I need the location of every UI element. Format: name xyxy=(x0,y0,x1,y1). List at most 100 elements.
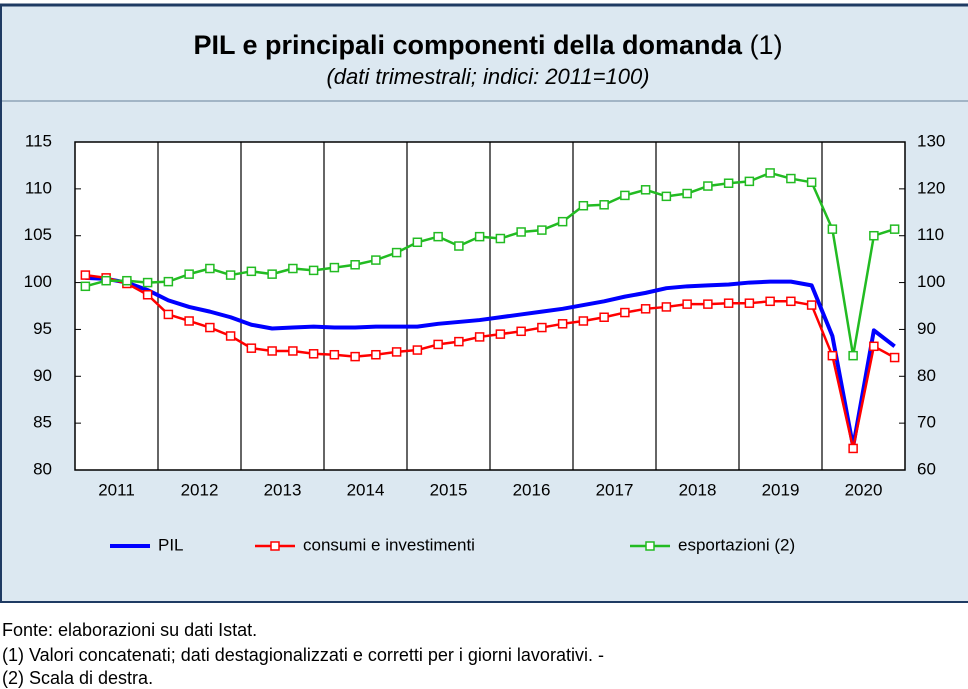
series-line xyxy=(85,275,896,449)
series-marker xyxy=(308,265,319,276)
series-marker xyxy=(661,191,672,202)
x-tick-label: 2019 xyxy=(762,480,800,499)
series-marker xyxy=(329,349,340,360)
y2-tick-label: 60 xyxy=(917,459,936,478)
y-tick-label: 100 xyxy=(24,272,52,291)
series-marker xyxy=(806,300,817,310)
legend-marker xyxy=(645,541,655,551)
series-marker xyxy=(412,345,423,355)
series-marker xyxy=(288,263,298,274)
y2-tick-label: 70 xyxy=(917,413,936,432)
x-tick-label: 2018 xyxy=(679,480,717,499)
series-marker xyxy=(765,296,775,307)
series-marker xyxy=(516,227,526,237)
series-marker xyxy=(744,298,755,308)
series-marker xyxy=(391,347,402,357)
series-marker xyxy=(744,176,755,187)
series-marker xyxy=(557,216,568,227)
y-tick-label: 90 xyxy=(33,366,52,385)
series-marker xyxy=(80,270,91,280)
series-marker xyxy=(433,339,443,350)
series-line xyxy=(85,171,896,357)
series-marker xyxy=(537,225,547,235)
y2-tick-label: 80 xyxy=(917,366,936,385)
series-marker xyxy=(516,326,526,337)
y-tick-label: 95 xyxy=(33,319,52,338)
title-note: (1) xyxy=(750,30,783,60)
series-marker xyxy=(827,350,838,361)
series-marker xyxy=(454,241,464,251)
series-marker xyxy=(723,298,734,308)
legend-label: esportazioni (2) xyxy=(678,535,795,554)
series-marker xyxy=(661,302,672,312)
series-line xyxy=(85,273,896,450)
series-marker xyxy=(474,332,485,342)
x-tick-label: 2016 xyxy=(513,480,551,499)
series-marker xyxy=(163,309,174,320)
series-marker xyxy=(225,270,236,280)
series-marker xyxy=(620,307,630,318)
y-tick-label: 80 xyxy=(33,459,52,478)
series-marker xyxy=(205,263,215,274)
series-marker xyxy=(163,276,174,287)
x-tick-label: 2014 xyxy=(347,480,385,499)
series-marker xyxy=(391,247,402,258)
series-marker xyxy=(495,233,506,244)
series-marker xyxy=(142,290,153,300)
series-marker xyxy=(640,304,651,314)
x-tick-label: 2020 xyxy=(845,480,883,499)
series-marker xyxy=(786,173,796,184)
series-marker xyxy=(765,168,775,178)
series-marker xyxy=(869,230,879,241)
y2-tick-label: 110 xyxy=(917,225,944,244)
y2-tick-label: 100 xyxy=(917,272,945,291)
series-marker xyxy=(308,349,319,359)
series-marker xyxy=(205,322,215,333)
footnote: (1) Valori concatenati; dati destagional… xyxy=(2,645,604,665)
series-marker xyxy=(246,266,257,277)
series-marker xyxy=(682,188,692,199)
x-tick-label: 2013 xyxy=(264,480,302,499)
series-marker xyxy=(80,281,91,292)
series-marker xyxy=(474,231,485,242)
series-marker xyxy=(412,237,423,248)
series-marker xyxy=(267,346,277,356)
y2-tick-label: 130 xyxy=(917,131,945,150)
series-marker xyxy=(350,351,360,362)
series-marker xyxy=(433,231,443,242)
y-tick-label: 110 xyxy=(25,178,52,197)
series-marker xyxy=(122,275,132,286)
x-tick-label: 2017 xyxy=(596,480,634,499)
chart-subtitle: (dati trimestrali; indici: 2011=100) xyxy=(326,64,649,89)
series-marker xyxy=(620,190,630,201)
series-marker xyxy=(703,181,713,191)
series-marker xyxy=(640,185,651,195)
series-marker xyxy=(101,275,111,286)
chart-title-group: PIL e principali componenti della domand… xyxy=(193,30,782,60)
series-marker xyxy=(495,329,506,339)
series-marker xyxy=(350,260,360,270)
y2-tick-label: 120 xyxy=(917,178,945,197)
series-marker xyxy=(142,277,153,288)
series-marker xyxy=(288,346,298,356)
series-marker xyxy=(848,350,858,361)
series-marker xyxy=(703,299,713,309)
series-marker xyxy=(599,312,609,322)
x-tick-label: 2015 xyxy=(430,480,468,499)
series-marker xyxy=(889,352,900,363)
series-marker xyxy=(454,336,464,347)
series-marker xyxy=(184,269,194,279)
series-marker xyxy=(184,316,194,326)
series-marker xyxy=(246,343,257,353)
footnote: Fonte: elaborazioni su dati Istat. xyxy=(2,620,257,640)
series-marker xyxy=(869,341,879,352)
series-marker xyxy=(578,316,589,326)
series-marker xyxy=(371,349,381,360)
series-marker xyxy=(578,200,589,211)
chart-title: PIL e principali componenti della domand… xyxy=(193,30,743,60)
series-marker xyxy=(889,224,900,234)
x-tick-label: 2012 xyxy=(181,480,219,499)
series-marker xyxy=(267,269,277,279)
